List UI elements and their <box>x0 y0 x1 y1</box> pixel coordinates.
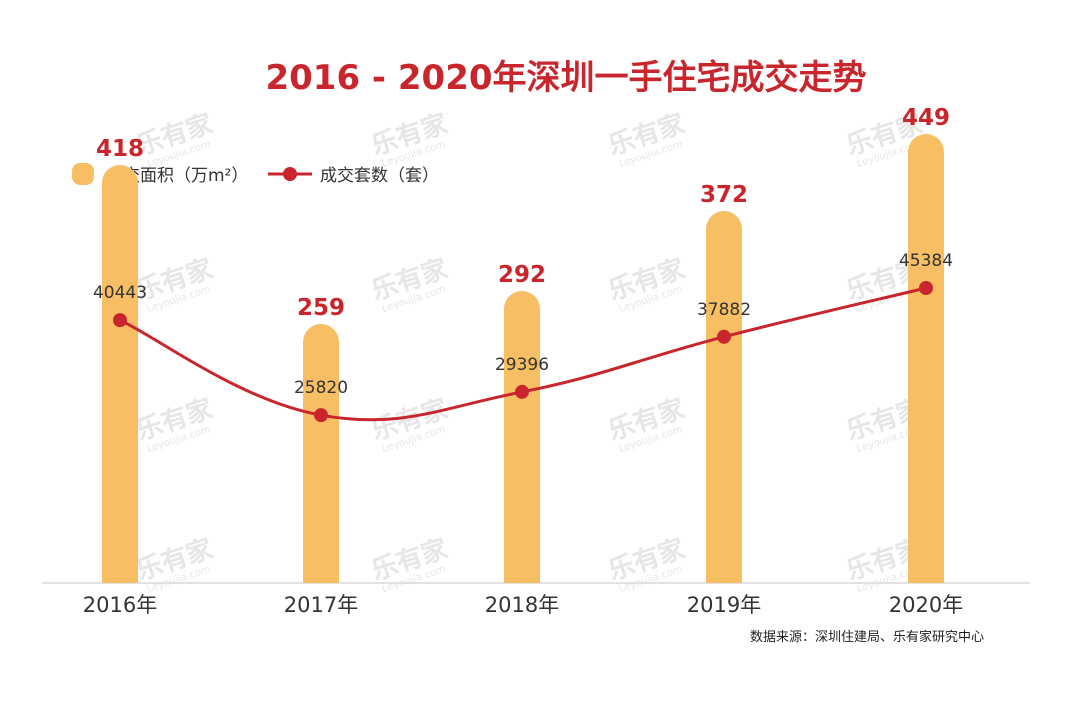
x-axis-ticks: 2016年 2017年 2018年 2019年 2020年 <box>83 593 963 617</box>
bar-value-label: 372 <box>700 182 748 208</box>
line-series <box>113 281 933 423</box>
line-point-2 <box>515 384 529 399</box>
x-tick-label: 2020年 <box>889 593 963 617</box>
source-note: 数据来源：深圳住建局、乐有家研究中心 <box>750 629 984 645</box>
line-value-label: 29396 <box>495 355 549 375</box>
bar-0 <box>102 165 138 583</box>
line-point-1 <box>314 408 328 423</box>
bar-labels: 418 259 292 372 449 <box>96 105 950 321</box>
line-value-label: 45384 <box>899 251 953 271</box>
line-labels: 40443 25820 29396 37882 45384 <box>93 251 953 398</box>
line-point-0 <box>113 313 127 328</box>
line-point-3 <box>717 329 731 344</box>
legend-line-marker <box>283 167 297 181</box>
legend-bar-label: 成交面积（万m²） <box>106 166 248 186</box>
bar-value-label: 449 <box>902 105 950 131</box>
chart-title: 2016 - 2020年深圳一手住宅成交走势 <box>265 58 866 98</box>
line-value-label: 25820 <box>294 378 348 398</box>
legend-line-label: 成交套数（套） <box>320 166 439 186</box>
x-tick-label: 2018年 <box>485 593 559 617</box>
bar-value-label: 418 <box>96 136 144 162</box>
x-tick-label: 2017年 <box>284 593 358 617</box>
x-tick-label: 2016年 <box>83 593 157 617</box>
line-value-label: 40443 <box>93 283 147 303</box>
x-tick-label: 2019年 <box>687 593 761 617</box>
legend: 成交面积（万m²） 成交套数（套） <box>72 163 439 186</box>
line-point-4 <box>919 281 933 296</box>
bar-value-label: 292 <box>498 262 546 288</box>
bar-2 <box>504 291 540 583</box>
line-value-label: 37882 <box>697 300 751 320</box>
legend-bar-swatch <box>72 163 94 185</box>
bar-3 <box>706 211 742 583</box>
bar-value-label: 259 <box>297 295 345 321</box>
bar-4 <box>908 134 944 583</box>
bar-series <box>102 134 944 583</box>
bar-1 <box>303 324 339 583</box>
